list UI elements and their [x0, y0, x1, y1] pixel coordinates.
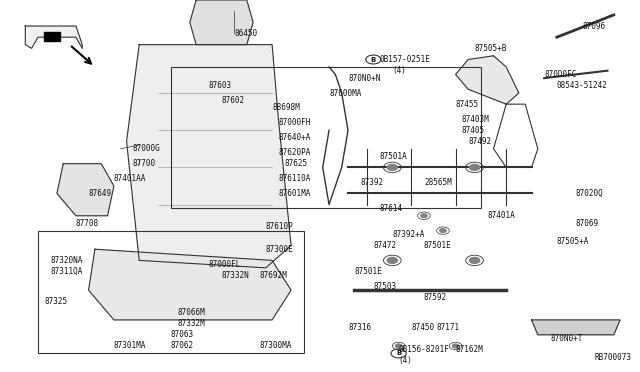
Text: 87063: 87063	[171, 330, 194, 339]
Text: 87066M: 87066M	[177, 308, 205, 317]
Polygon shape	[190, 0, 253, 45]
Text: 87603: 87603	[209, 81, 232, 90]
Text: 87450: 87450	[412, 323, 435, 332]
Text: 28565M: 28565M	[424, 178, 452, 187]
Text: RB700073: RB700073	[595, 353, 632, 362]
Text: 08543-51242: 08543-51242	[557, 81, 608, 90]
Text: 87501E: 87501E	[424, 241, 452, 250]
Text: 87625: 87625	[285, 159, 308, 168]
Text: B: B	[371, 57, 376, 62]
Text: (4): (4)	[392, 66, 406, 75]
Circle shape	[387, 164, 397, 170]
Text: 87401A: 87401A	[487, 211, 515, 220]
Text: 87505+A: 87505+A	[557, 237, 589, 246]
Text: 87062: 87062	[171, 341, 194, 350]
Polygon shape	[88, 249, 291, 320]
Text: 87325: 87325	[44, 297, 67, 306]
Text: 87000FL: 87000FL	[209, 260, 241, 269]
Text: 87700: 87700	[133, 159, 156, 168]
Text: 87320NA: 87320NA	[51, 256, 83, 265]
Circle shape	[440, 229, 446, 232]
Text: 87505+B: 87505+B	[475, 44, 507, 53]
Circle shape	[470, 257, 479, 263]
Text: 87332M: 87332M	[177, 319, 205, 328]
Text: 88698M: 88698M	[272, 103, 300, 112]
Text: 87000FH: 87000FH	[278, 118, 311, 127]
Bar	[44, 32, 60, 41]
Text: 86450: 86450	[234, 29, 257, 38]
Text: 87000G: 87000G	[133, 144, 161, 153]
Circle shape	[452, 344, 459, 348]
Text: 0B156-8201F: 0B156-8201F	[399, 345, 449, 354]
Text: 87472: 87472	[373, 241, 396, 250]
Text: B: B	[396, 350, 401, 356]
Circle shape	[420, 214, 427, 218]
Circle shape	[396, 344, 402, 348]
Polygon shape	[26, 26, 83, 48]
Text: 87403M: 87403M	[462, 115, 490, 124]
Text: 87332N: 87332N	[221, 271, 249, 280]
Polygon shape	[456, 56, 519, 104]
Text: 87300E: 87300E	[266, 245, 294, 254]
Text: 87096: 87096	[582, 22, 605, 31]
Text: 87708: 87708	[76, 219, 99, 228]
Text: 87405: 87405	[462, 126, 485, 135]
Text: 87171: 87171	[436, 323, 460, 332]
Text: 87501E: 87501E	[355, 267, 382, 276]
Text: 87301MA: 87301MA	[114, 341, 147, 350]
Text: 87311QA: 87311QA	[51, 267, 83, 276]
Bar	[171, 67, 481, 208]
Text: 870N0+T: 870N0+T	[550, 334, 583, 343]
Text: 876110A: 876110A	[278, 174, 311, 183]
Text: 87300MA: 87300MA	[259, 341, 292, 350]
Text: 87392: 87392	[361, 178, 384, 187]
Text: 87614: 87614	[380, 204, 403, 213]
Text: 870N0+N: 870N0+N	[348, 74, 380, 83]
Text: (4): (4)	[399, 356, 413, 365]
Text: 87620PA: 87620PA	[278, 148, 311, 157]
Text: 87401AA: 87401AA	[114, 174, 147, 183]
Text: 870D0FC: 870D0FC	[544, 70, 577, 79]
Text: 87069: 87069	[576, 219, 599, 228]
Text: 0B157-0251E: 0B157-0251E	[380, 55, 431, 64]
Circle shape	[387, 257, 397, 263]
Polygon shape	[531, 320, 620, 335]
Bar	[38, 231, 304, 353]
Text: 87492: 87492	[468, 137, 492, 146]
Circle shape	[470, 164, 479, 170]
Text: 87640+A: 87640+A	[278, 133, 311, 142]
Text: 87162M: 87162M	[456, 345, 483, 354]
Text: 87610P: 87610P	[266, 222, 294, 231]
Text: 87592: 87592	[424, 293, 447, 302]
Text: 87602: 87602	[221, 96, 244, 105]
Text: 87649: 87649	[88, 189, 112, 198]
Text: 87455: 87455	[456, 100, 479, 109]
Text: 87392+A: 87392+A	[392, 230, 425, 239]
Text: 87600MA: 87600MA	[329, 89, 362, 97]
Polygon shape	[57, 164, 114, 216]
Text: 87020Q: 87020Q	[576, 189, 604, 198]
Text: 87692M: 87692M	[259, 271, 287, 280]
Polygon shape	[127, 45, 291, 268]
Text: 87601MA: 87601MA	[278, 189, 311, 198]
Text: 87316: 87316	[348, 323, 371, 332]
Text: 87503: 87503	[373, 282, 396, 291]
Text: 87501A: 87501A	[380, 152, 408, 161]
